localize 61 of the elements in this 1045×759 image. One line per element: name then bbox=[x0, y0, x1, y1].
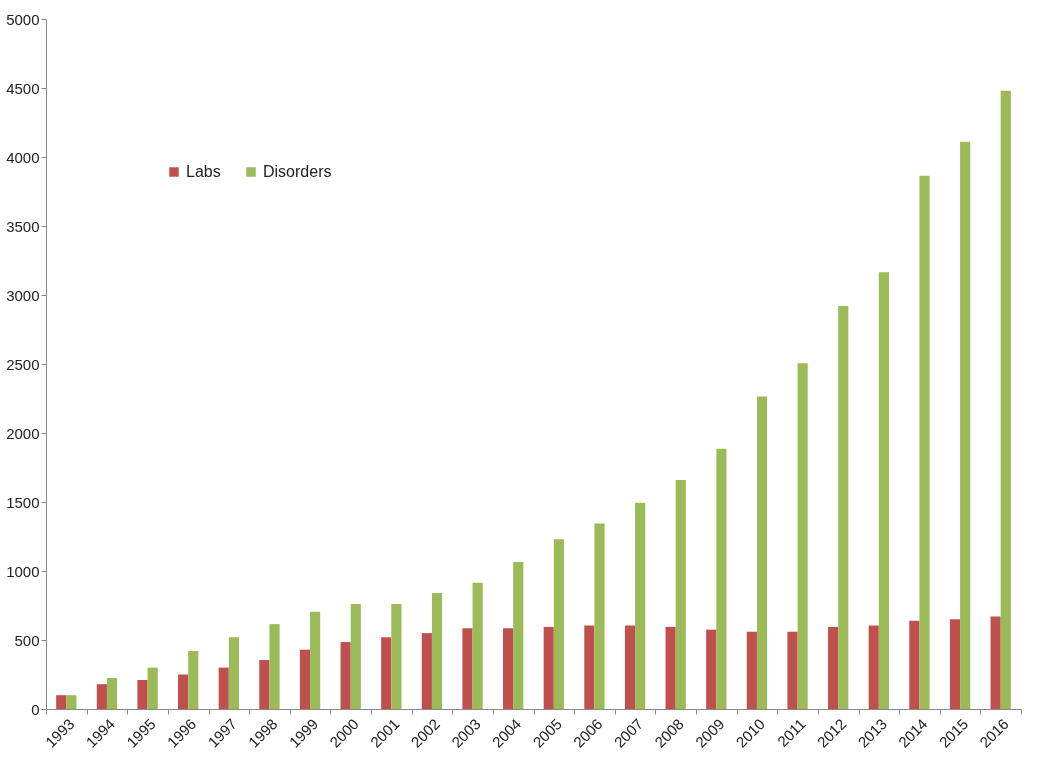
bar bbox=[472, 582, 483, 709]
bar bbox=[919, 175, 930, 709]
bar bbox=[838, 306, 849, 709]
bar bbox=[706, 629, 717, 709]
bar bbox=[269, 624, 280, 709]
bar bbox=[746, 631, 757, 709]
bar bbox=[797, 363, 808, 709]
bar bbox=[391, 604, 402, 709]
y-tick-label: 2000 bbox=[6, 424, 40, 442]
bar bbox=[340, 642, 351, 709]
bar bbox=[462, 628, 473, 709]
bar bbox=[66, 695, 77, 709]
bar bbox=[909, 620, 920, 709]
bar bbox=[96, 684, 107, 709]
bar bbox=[188, 651, 199, 709]
bar bbox=[878, 272, 889, 709]
bar bbox=[259, 660, 270, 709]
y-tick-label: 4500 bbox=[6, 79, 40, 97]
y-tick-label: 5000 bbox=[6, 10, 40, 28]
y-tick-label: 3500 bbox=[6, 217, 40, 235]
y-tick-label: 500 bbox=[14, 631, 40, 649]
bar bbox=[594, 523, 605, 709]
bar bbox=[868, 625, 879, 709]
bar bbox=[381, 637, 392, 709]
y-tick-label: 1000 bbox=[6, 562, 40, 580]
legend-label: Labs bbox=[186, 163, 221, 180]
bar bbox=[178, 674, 189, 709]
bar bbox=[960, 141, 971, 709]
y-tick-label: 3000 bbox=[6, 286, 40, 304]
bar bbox=[431, 593, 443, 709]
bar bbox=[1000, 90, 1011, 709]
bar bbox=[624, 625, 636, 709]
y-tick-label: 0 bbox=[31, 700, 40, 718]
bar bbox=[787, 631, 798, 709]
bar bbox=[543, 626, 554, 709]
bar bbox=[553, 539, 564, 709]
bar bbox=[756, 396, 768, 709]
bar bbox=[421, 633, 432, 709]
bar bbox=[665, 626, 676, 709]
bar bbox=[56, 695, 67, 709]
bar bbox=[675, 479, 686, 709]
bar bbox=[310, 611, 321, 709]
bar bbox=[218, 667, 229, 709]
bar bbox=[137, 680, 148, 709]
bar bbox=[106, 677, 118, 709]
bar bbox=[990, 616, 1001, 709]
bar bbox=[147, 667, 158, 709]
bar bbox=[299, 649, 311, 709]
bar bbox=[584, 625, 595, 709]
y-tick-label: 2500 bbox=[6, 355, 40, 373]
bar bbox=[350, 604, 361, 709]
bar bbox=[949, 619, 961, 709]
legend-label: Disorders bbox=[263, 163, 332, 180]
bar bbox=[513, 562, 524, 709]
y-tick-label: 4000 bbox=[6, 148, 40, 166]
bar bbox=[828, 626, 839, 709]
bar bbox=[228, 637, 239, 709]
bar bbox=[635, 502, 646, 709]
y-tick-label: 1500 bbox=[6, 493, 40, 511]
bar bbox=[716, 448, 727, 709]
bar bbox=[503, 628, 514, 709]
